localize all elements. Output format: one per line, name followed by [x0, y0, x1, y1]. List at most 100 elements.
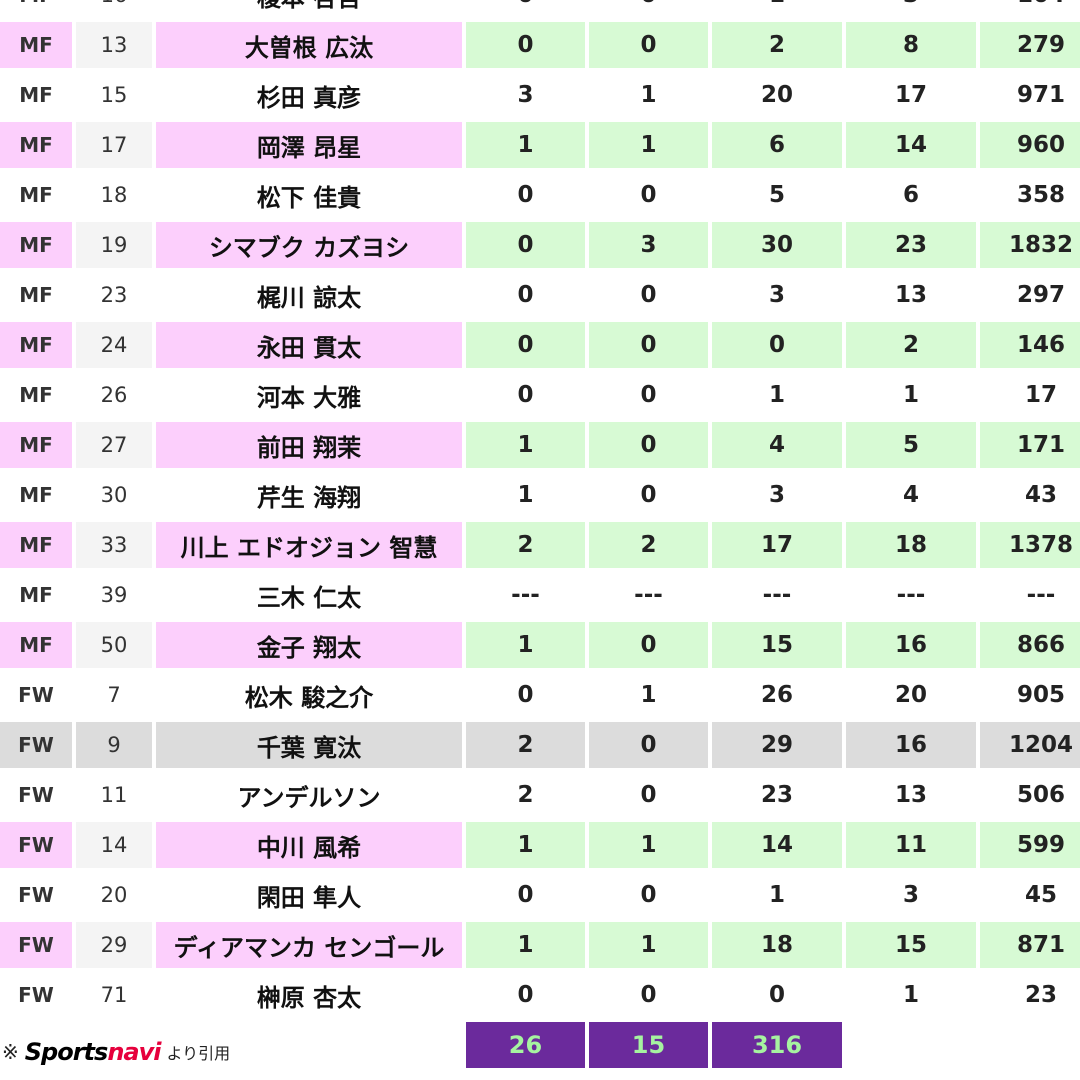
sportsnavi-logo[interactable]: Sportsnavi — [24, 1038, 162, 1066]
stat-cell: 0 — [589, 972, 708, 1018]
stat-cell: 2 — [712, 22, 842, 68]
stat-cell: 0 — [712, 322, 842, 368]
player-name-cell: 大曽根 広汰 — [156, 22, 462, 68]
stat-cell: 14 — [846, 122, 976, 168]
position-cell: MF — [0, 622, 72, 668]
stat-cell: 6 — [846, 172, 976, 218]
position-cell: MF — [0, 322, 72, 368]
stat-cell: 4 — [712, 422, 842, 468]
position-cell: FW — [0, 722, 72, 768]
position-cell: FW — [0, 922, 72, 968]
stat-cell: 1 — [846, 372, 976, 418]
stat-cell: 0 — [466, 872, 585, 918]
stat-cell: 1 — [466, 822, 585, 868]
stat-cell: 30 — [712, 222, 842, 268]
stat-cell: 0 — [712, 972, 842, 1018]
stat-cell: 0 — [466, 172, 585, 218]
empty-cell — [156, 1022, 462, 1068]
stat-cell: 171 — [980, 422, 1080, 468]
position-cell: MF — [0, 22, 72, 68]
stat-cell: 0 — [466, 672, 585, 718]
stat-cell: 0 — [466, 322, 585, 368]
stat-cell: 960 — [980, 122, 1080, 168]
player-name-cell: 千葉 寛汰 — [156, 722, 462, 768]
stat-cell: 1832 — [980, 222, 1080, 268]
stat-cell: 279 — [980, 22, 1080, 68]
logo-text-sports: Sports — [24, 1038, 109, 1066]
stat-cell: --- — [466, 572, 585, 618]
number-cell: 19 — [76, 222, 152, 268]
stat-cell: 17 — [846, 72, 976, 118]
player-name-cell: 岡澤 昂星 — [156, 122, 462, 168]
number-cell: 9 — [76, 722, 152, 768]
stat-cell: 1 — [466, 472, 585, 518]
stat-cell: 3 — [846, 0, 976, 18]
position-cell: FW — [0, 972, 72, 1018]
stat-cell: 3 — [466, 72, 585, 118]
player-name-cell: 芹生 海翔 — [156, 472, 462, 518]
stat-cell: 1 — [589, 72, 708, 118]
source-credit: ※ Sportsnavi より引用 — [0, 1028, 230, 1076]
stat-cell: 5 — [846, 422, 976, 468]
stat-cell: 6 — [712, 122, 842, 168]
stat-cell: 1 — [712, 872, 842, 918]
stat-cell: 11 — [846, 822, 976, 868]
number-cell: 29 — [76, 922, 152, 968]
stat-cell: 5 — [712, 172, 842, 218]
stat-cell: 3 — [846, 872, 976, 918]
stat-cell: 0 — [466, 22, 585, 68]
stat-cell: 23 — [980, 972, 1080, 1018]
empty-cell — [76, 1022, 152, 1068]
stat-cell: 2 — [466, 522, 585, 568]
position-cell: MF — [0, 372, 72, 418]
stat-cell: 0 — [466, 972, 585, 1018]
number-cell: 15 — [76, 72, 152, 118]
stat-cell: 599 — [980, 822, 1080, 868]
stat-cell: 43 — [980, 472, 1080, 518]
number-cell: 16 — [76, 0, 152, 18]
number-cell: 17 — [76, 122, 152, 168]
stat-cell: 0 — [466, 0, 585, 18]
stat-cell: 2 — [466, 772, 585, 818]
stat-cell: 1 — [712, 372, 842, 418]
stat-cell: 1 — [589, 672, 708, 718]
player-name-cell: 永田 貫太 — [156, 322, 462, 368]
stat-cell: 17 — [980, 372, 1080, 418]
stat-cell: 104 — [980, 0, 1080, 18]
stat-cell: 1 — [589, 822, 708, 868]
number-cell: 7 — [76, 672, 152, 718]
total-cell: 26 — [466, 1022, 585, 1068]
player-name-cell: 榊原 杏太 — [156, 972, 462, 1018]
player-name-cell: 松下 佳貴 — [156, 172, 462, 218]
stat-cell: 17 — [712, 522, 842, 568]
number-cell: 50 — [76, 622, 152, 668]
player-name-cell: 前田 翔茉 — [156, 422, 462, 468]
number-cell: 33 — [76, 522, 152, 568]
position-cell: FW — [0, 822, 72, 868]
number-cell: 18 — [76, 172, 152, 218]
stat-cell: 1 — [846, 972, 976, 1018]
stat-cell: 3 — [589, 222, 708, 268]
stat-cell: 0 — [589, 272, 708, 318]
stat-cell: 13 — [846, 772, 976, 818]
stat-cell: 0 — [589, 622, 708, 668]
total-cell: 316 — [712, 1022, 842, 1068]
position-cell: MF — [0, 222, 72, 268]
stat-cell: 14 — [712, 822, 842, 868]
stat-cell: 3 — [712, 272, 842, 318]
stat-cell: 0 — [466, 372, 585, 418]
number-cell: 30 — [76, 472, 152, 518]
stat-cell: 0 — [466, 272, 585, 318]
position-cell: MF — [0, 0, 72, 18]
stat-cell: --- — [712, 572, 842, 618]
stat-cell: 0 — [589, 872, 708, 918]
position-cell: MF — [0, 422, 72, 468]
stat-cell: 16 — [846, 722, 976, 768]
stat-cell: 26 — [712, 672, 842, 718]
stat-cell: 146 — [980, 322, 1080, 368]
player-name-cell: ディアマンカ センゴール — [156, 922, 462, 968]
stat-cell: 18 — [712, 922, 842, 968]
stat-cell: 0 — [589, 0, 708, 18]
number-cell: 27 — [76, 422, 152, 468]
